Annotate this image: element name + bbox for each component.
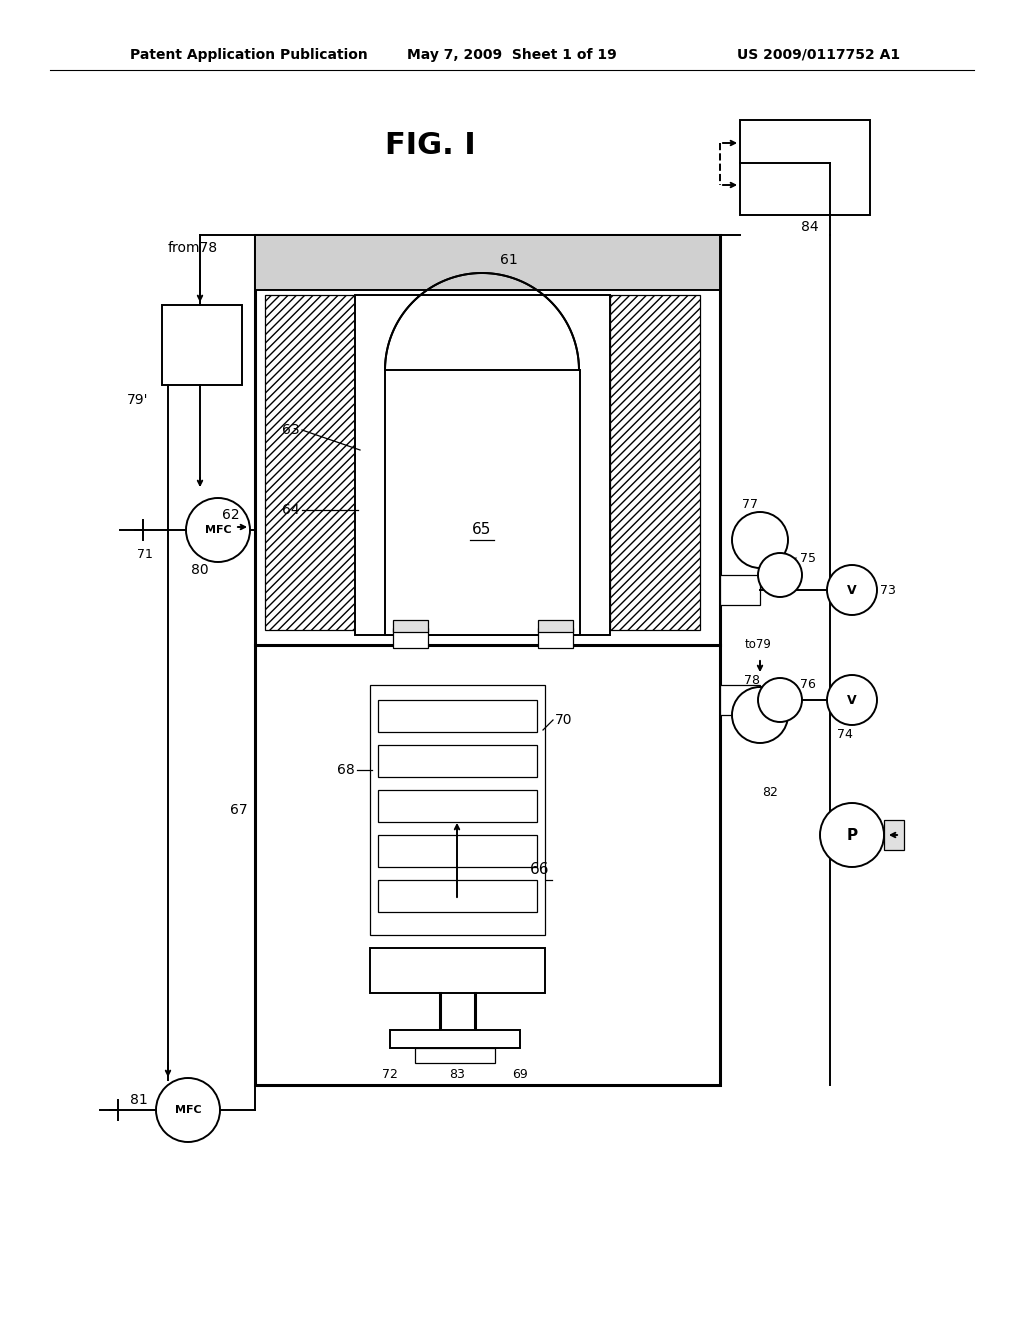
Bar <box>740 120 870 215</box>
Text: 84: 84 <box>801 220 819 234</box>
Text: 69: 69 <box>512 1068 528 1081</box>
Circle shape <box>827 675 877 725</box>
Bar <box>720 576 760 605</box>
Text: 64: 64 <box>283 503 300 517</box>
Bar <box>610 294 700 630</box>
Bar <box>355 294 610 635</box>
Circle shape <box>758 678 802 722</box>
Circle shape <box>758 553 802 597</box>
Text: 82: 82 <box>762 787 778 800</box>
Text: 80: 80 <box>191 564 209 577</box>
Circle shape <box>156 1078 220 1142</box>
Text: P: P <box>847 828 857 842</box>
Circle shape <box>186 498 250 562</box>
Bar <box>265 294 355 630</box>
Text: V: V <box>847 583 857 597</box>
Text: Patent Application Publication: Patent Application Publication <box>130 48 368 62</box>
Bar <box>385 370 580 635</box>
Bar <box>393 628 428 648</box>
Text: 75: 75 <box>800 552 816 565</box>
Text: US 2009/0117752 A1: US 2009/0117752 A1 <box>737 48 900 62</box>
Text: from78: from78 <box>168 242 218 255</box>
Circle shape <box>732 686 788 743</box>
Text: 66: 66 <box>530 862 550 878</box>
Text: 77: 77 <box>742 499 758 511</box>
Text: 79': 79' <box>127 393 148 407</box>
Bar <box>370 948 545 993</box>
Circle shape <box>820 803 884 867</box>
Bar <box>415 1048 495 1063</box>
Text: 81: 81 <box>130 1093 148 1107</box>
Text: 61: 61 <box>500 253 518 267</box>
Text: 76: 76 <box>800 678 816 692</box>
Bar <box>538 620 573 632</box>
Bar <box>378 880 537 912</box>
Bar <box>390 1030 520 1048</box>
Circle shape <box>827 565 877 615</box>
Text: 73: 73 <box>880 583 896 597</box>
Bar <box>162 305 242 385</box>
Text: 83: 83 <box>450 1068 465 1081</box>
Bar <box>393 620 428 632</box>
Bar <box>378 700 537 733</box>
Text: 72: 72 <box>382 1068 398 1081</box>
Text: 65: 65 <box>472 523 492 537</box>
Circle shape <box>732 512 788 568</box>
Bar <box>884 820 904 850</box>
Text: 71: 71 <box>137 549 153 561</box>
Bar <box>378 836 537 867</box>
Bar <box>378 789 537 822</box>
Text: 67: 67 <box>230 803 248 817</box>
Text: 62: 62 <box>222 508 240 521</box>
Text: MFC: MFC <box>205 525 231 535</box>
Text: 63: 63 <box>283 422 300 437</box>
Bar <box>255 235 720 290</box>
Bar <box>720 685 760 715</box>
Text: to79: to79 <box>745 639 772 652</box>
Text: V: V <box>847 693 857 706</box>
Text: 68: 68 <box>337 763 355 777</box>
Text: 74: 74 <box>837 729 853 742</box>
Bar <box>370 685 545 935</box>
Bar <box>255 235 720 1085</box>
Bar <box>538 628 573 648</box>
Text: MFC: MFC <box>175 1105 202 1115</box>
Text: 70: 70 <box>555 713 572 727</box>
Text: FIG. I: FIG. I <box>385 131 475 160</box>
Text: 78: 78 <box>744 673 760 686</box>
Text: May 7, 2009  Sheet 1 of 19: May 7, 2009 Sheet 1 of 19 <box>408 48 616 62</box>
Bar <box>378 744 537 777</box>
